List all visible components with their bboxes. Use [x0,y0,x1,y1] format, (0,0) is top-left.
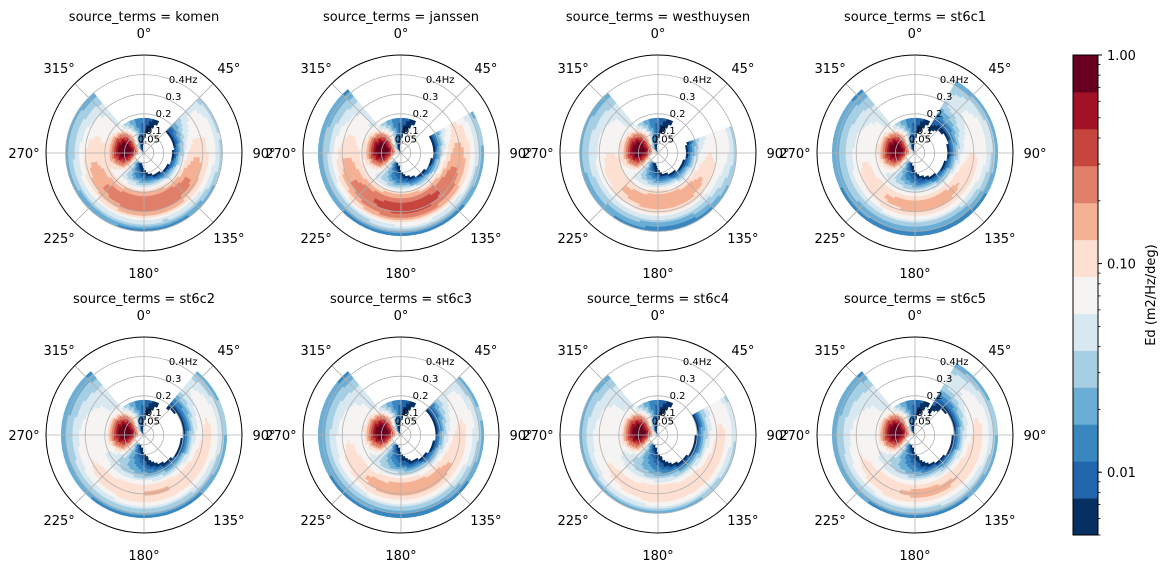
radial-tick-label: 0.3 [165,92,181,103]
facet-panels: source_terms = komen0.050.10.20.30.4Hz0°… [8,10,1046,564]
angular-tick-label: 135° [213,232,244,247]
radial-tick-label: 0.3 [422,92,438,103]
polar-panel-janssen: source_terms = janssen0.050.10.20.30.4Hz… [265,10,532,282]
angular-tick-label: 315° [300,62,331,77]
spectrum-cell [317,152,322,161]
angular-tick-label: 225° [43,232,74,247]
radial-tick-label: 0.4Hz [426,75,455,86]
radial-tick-label: 0.1 [146,126,162,137]
angular-tick-label: 0° [137,27,152,42]
spectrum-cell [154,119,160,124]
facet-title: source_terms = janssen [323,10,479,25]
angular-tick-label: 45° [217,62,240,77]
angular-tick-label: 315° [43,62,74,77]
angular-tick-label: 180° [128,267,159,282]
angular-tick-label: 135° [470,232,501,247]
spectrum-cell [480,145,485,154]
angular-tick-label: 270° [265,147,296,162]
spectrum-cell [140,117,145,121]
polar-panel-komen: source_terms = komen0.050.10.20.30.4Hz0°… [8,10,275,282]
radial-tick-label: 0.2 [156,109,172,120]
radial-tick-label: 0.2 [413,109,429,120]
spectrum-cell [393,232,402,237]
facet-title: source_terms = komen [69,10,219,25]
spectrum-cell [480,152,485,161]
angular-tick-label: 0° [394,27,409,42]
spectrum-cell [317,145,322,154]
spectrum-cell [397,117,402,121]
angular-tick-label: 180° [385,267,416,282]
spectrum-cell [137,117,142,122]
radial-tick-label: 0.1 [403,126,419,137]
spectrum-cell [394,117,399,122]
angular-tick-label: 270° [8,147,39,162]
polar-panel-westhuysen: source_terms = westhuysen0.050.10.20.30.… [522,10,789,282]
spectrum-cells [65,92,223,232]
facet-title: source_terms = westhuysen [566,10,750,25]
radial-tick-label: 0.4Hz [169,75,198,86]
spectrum-cell [400,232,409,237]
angular-tick-label: 45° [474,62,497,77]
angular-tick-label: 225° [300,232,331,247]
